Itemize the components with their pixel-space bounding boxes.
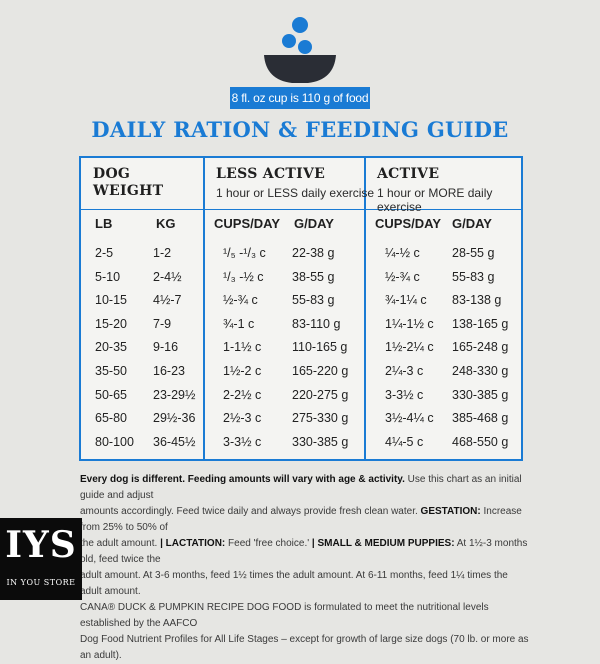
col-header-g-less: G/DAY [294, 216, 334, 231]
cell-lb: 50-65 [95, 387, 127, 402]
cell-cups-active: 4¼-5 c [385, 434, 424, 449]
cell-g-active: 330-385 g [452, 387, 509, 402]
col-header-cups-active: CUPS/DAY [375, 216, 441, 231]
cell-cups-less: ¾-1 c [223, 316, 255, 331]
cell-kg: 36-45½ [153, 434, 196, 449]
notes-text: Feed 'free choice.' [225, 538, 312, 549]
cell-cups-active: 1½-2¼ c [385, 340, 434, 355]
cell-g-less: 83-110 g [292, 316, 341, 331]
cell-lb: 65-80 [95, 411, 127, 426]
cell-cups-active: ¾-1¼ c [385, 293, 427, 308]
notes-text: CANA® DUCK & PUMPKIN RECIPE DOG FOOD is … [80, 602, 489, 629]
cell-cups-active: ¼-½ c [385, 246, 420, 260]
cup-size-badge: 8 fl. oz cup is 110 g of food [230, 87, 370, 109]
cell-kg: 2-4½ [153, 269, 182, 284]
cell-g-less: 165-220 g [292, 364, 349, 378]
header-less-active-sub: 1 hour or LESS daily exercise [216, 186, 375, 200]
cell-lb: 80-100 [95, 434, 134, 449]
food-bowl-icon [264, 17, 336, 83]
cell-kg: 1-2 [153, 246, 172, 260]
cell-lb: 15-20 [95, 316, 127, 331]
cell-g-active: 165-248 g [452, 340, 509, 355]
cell-cups-active: 2¼-3 c [385, 364, 424, 378]
cell-g-active: 138-165 g [452, 316, 509, 331]
cell-g-active: 248-330 g [452, 364, 509, 378]
cell-lb: 2-5 [95, 246, 114, 260]
store-logo: IYS IN YOU STORE [0, 518, 82, 600]
cell-cups-less: 2-2½ c [223, 387, 262, 402]
cell-g-active: 385-468 g [452, 411, 509, 426]
cell-lb: 10-15 [95, 293, 127, 308]
page-title: DAILY RATION & FEEDING GUIDE [91, 117, 509, 142]
cell-cups-active: ½-¾ c [385, 269, 420, 284]
cell-lb: 5-10 [95, 269, 121, 284]
cell-cups-active: 3½-4¼ c [385, 411, 434, 426]
notes-text: At 1½-3 months old, feed twice the [80, 538, 528, 565]
cell-kg: 16-23 [153, 364, 185, 378]
cell-cups-less: 1½-2 c [223, 364, 262, 378]
cell-cups-less: 1-1½ c [223, 340, 262, 355]
notes-label-lactation: | LACTATION: [160, 538, 226, 549]
cell-cups-less: ½-¾ c [223, 293, 258, 308]
col-header-kg: KG [156, 216, 176, 231]
notes-label-puppies: | SMALL & MEDIUM PUPPIES: [311, 538, 455, 549]
header-dog-weight: DOG WEIGHT [93, 166, 164, 199]
header-less-active: LESS ACTIVE [216, 166, 326, 182]
table-divider [203, 158, 205, 459]
cell-kg: 29½-36 [153, 411, 196, 426]
col-header-lb: LB [95, 216, 113, 231]
cell-g-less: 330-385 g [292, 434, 349, 449]
feeding-notes: Every dog is different. Feeding amounts … [80, 472, 530, 664]
col-header-g-active: G/DAY [452, 216, 492, 231]
notes-text: amounts accordingly. Feed twice daily an… [80, 506, 421, 517]
cell-cups-active: 3-3½ c [385, 387, 424, 402]
notes-text: Dog Food Nutrient Profiles for All Life … [80, 634, 529, 661]
cell-kg: 4½-7 [153, 293, 182, 308]
header-active-sub: 1 hour or MORE daily exercise [377, 186, 493, 214]
cell-lb: 35-50 [95, 364, 127, 378]
cell-cups-less: ¹/₃ -½ c [223, 269, 264, 284]
cell-cups-less: ¹/₅ -¹/₃ c [223, 246, 266, 260]
feeding-table: DOG WEIGHT LESS ACTIVE 1 hour or LESS da… [79, 156, 523, 461]
notes-text: the adult amount. [80, 538, 161, 549]
cell-g-less: 22-38 g [292, 246, 335, 260]
cell-g-less: 38-55 g [292, 269, 335, 284]
cell-g-less: 220-275 g [292, 387, 349, 402]
cell-cups-active: 1¼-1½ c [385, 316, 434, 331]
cell-g-less: 110-165 g [292, 340, 348, 355]
notes-text: Use this chart as an initial guide and a… [80, 474, 522, 501]
notes-label-gestation: GESTATION: [420, 506, 481, 517]
notes-text: adult amount. At 3-6 months, feed 1½ tim… [80, 570, 508, 597]
logo-tagline: IN YOU STORE [6, 578, 76, 587]
cell-g-active: 83-138 g [452, 293, 502, 308]
notes-text: Increase from 25% to 50% of [80, 506, 522, 533]
notes-intro-bold: Every dog is different. Feeding amounts … [80, 474, 405, 485]
header-graphic: 8 fl. oz cup is 110 g of food [0, 0, 600, 110]
col-header-cups-less: CUPS/DAY [214, 216, 280, 231]
cell-g-active: 468-550 g [452, 434, 509, 449]
table-divider [81, 209, 521, 210]
cell-cups-less: 3-3½ c [223, 434, 262, 449]
cell-g-less: 55-83 g [292, 293, 335, 308]
cell-kg: 9-16 [153, 340, 179, 355]
table-divider [364, 158, 366, 459]
cell-cups-less: 2½-3 c [223, 411, 262, 426]
cell-g-active: 28-55 g [452, 246, 495, 260]
logo-mark: IYS [5, 524, 77, 566]
cell-kg: 7-9 [153, 316, 172, 331]
cell-lb: 20-35 [95, 340, 127, 355]
header-active: ACTIVE [377, 166, 440, 182]
cell-kg: 23-29½ [153, 387, 196, 402]
cell-g-less: 275-330 g [292, 411, 349, 426]
cell-g-active: 55-83 g [452, 269, 495, 284]
